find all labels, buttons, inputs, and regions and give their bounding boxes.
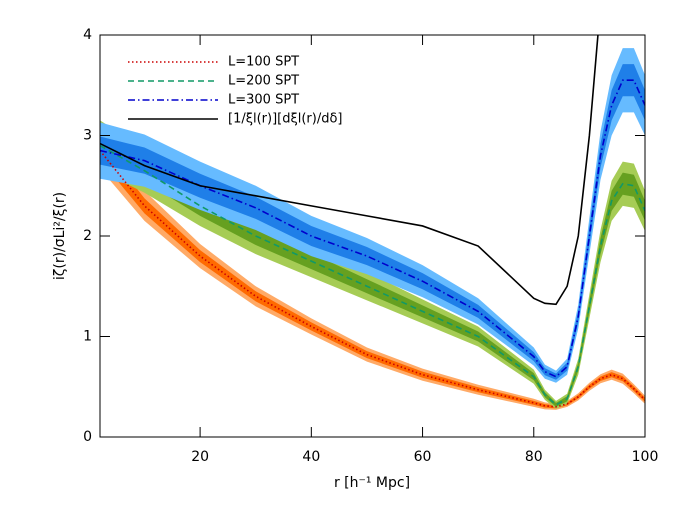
- x-tick-label: 20: [191, 449, 209, 465]
- legend-label: L=200 SPT: [228, 74, 299, 89]
- legend-label: [1/ξl(r)][dξl(r)/dδ]: [228, 112, 342, 127]
- series-line: [100, 144, 645, 406]
- x-tick-label: 80: [525, 449, 543, 465]
- y-tick-label: 0: [83, 429, 92, 445]
- y-tick-label: 4: [83, 27, 92, 43]
- y-tick-label: 2: [83, 228, 92, 244]
- error-band: [100, 141, 645, 409]
- y-tick-label: 3: [83, 128, 92, 144]
- series-line: [100, 35, 599, 306]
- error-band: [100, 64, 645, 380]
- legend-label: L=300 SPT: [228, 93, 299, 108]
- x-tick-label: 60: [414, 449, 432, 465]
- y-tick-label: 1: [83, 329, 92, 345]
- x-tick-label: 40: [302, 449, 320, 465]
- legend-label: L=100 SPT: [228, 55, 299, 70]
- x-axis-label: r [h⁻¹ Mpc]: [334, 475, 410, 491]
- plot-area: [100, 35, 645, 410]
- x-tick-label: 100: [632, 449, 659, 465]
- series-line: [100, 79, 645, 378]
- error-band: [100, 48, 645, 383]
- y-axis-label: iζ(r)/σLi²/ξ(r): [52, 192, 68, 280]
